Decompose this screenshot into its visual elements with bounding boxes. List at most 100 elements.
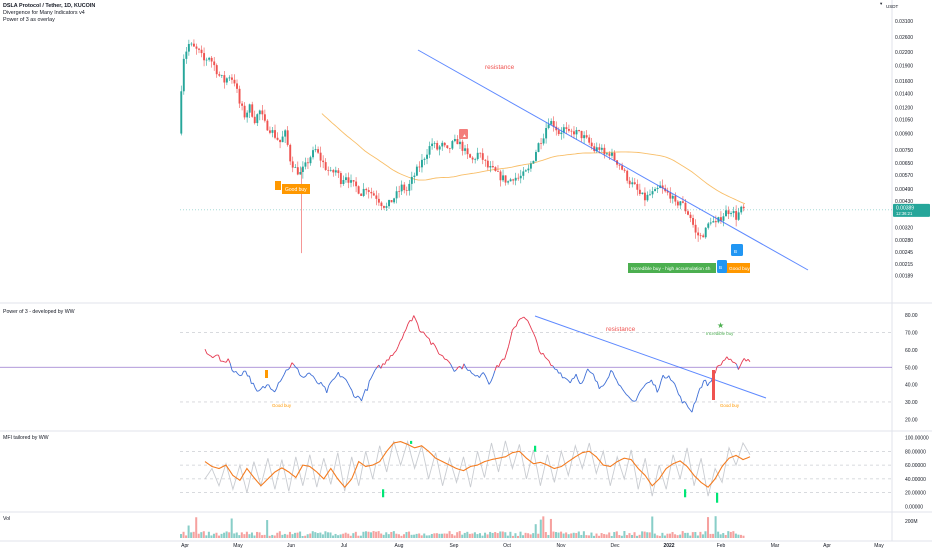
candle[interactable] bbox=[239, 86, 241, 108]
candle[interactable] bbox=[444, 142, 446, 147]
candle[interactable] bbox=[413, 173, 415, 184]
candle[interactable] bbox=[449, 148, 451, 153]
candle[interactable] bbox=[525, 169, 527, 172]
candle[interactable] bbox=[216, 63, 218, 77]
candle[interactable] bbox=[725, 205, 727, 216]
candle[interactable] bbox=[626, 170, 628, 184]
candle[interactable] bbox=[646, 191, 648, 201]
candle[interactable] bbox=[365, 188, 367, 195]
candle[interactable] bbox=[687, 209, 689, 215]
candle[interactable] bbox=[593, 143, 595, 153]
candle[interactable] bbox=[201, 45, 203, 57]
candle[interactable] bbox=[337, 168, 339, 178]
candle[interactable] bbox=[459, 138, 461, 149]
candle[interactable] bbox=[538, 142, 540, 152]
candle[interactable] bbox=[353, 180, 355, 187]
candle[interactable] bbox=[302, 161, 304, 178]
candle[interactable] bbox=[228, 75, 230, 81]
candle[interactable] bbox=[707, 222, 709, 229]
candle[interactable] bbox=[358, 185, 360, 194]
candle[interactable] bbox=[507, 180, 509, 184]
candle[interactable] bbox=[251, 102, 253, 118]
candle[interactable] bbox=[431, 138, 433, 150]
candle[interactable] bbox=[662, 179, 664, 193]
candle[interactable] bbox=[692, 215, 694, 228]
candle[interactable] bbox=[380, 201, 382, 210]
candle[interactable] bbox=[368, 187, 370, 198]
good-buy-label-feb[interactable]: Good buy bbox=[726, 263, 750, 273]
candle[interactable] bbox=[705, 227, 707, 239]
candle[interactable] bbox=[317, 147, 319, 154]
candle[interactable] bbox=[560, 127, 562, 140]
candle[interactable] bbox=[467, 144, 469, 159]
candle[interactable] bbox=[728, 206, 730, 218]
candle[interactable] bbox=[411, 172, 413, 191]
candle[interactable] bbox=[231, 74, 233, 84]
candle[interactable] bbox=[403, 182, 405, 193]
candle[interactable] bbox=[322, 155, 324, 168]
candle[interactable] bbox=[639, 184, 641, 196]
candle[interactable] bbox=[578, 130, 580, 133]
candle[interactable] bbox=[213, 57, 215, 71]
candle[interactable] bbox=[723, 213, 725, 226]
candle[interactable] bbox=[492, 161, 494, 169]
candle[interactable] bbox=[289, 144, 291, 165]
candle[interactable] bbox=[510, 178, 512, 182]
candle[interactable] bbox=[261, 105, 263, 120]
candle[interactable] bbox=[505, 175, 507, 185]
candle[interactable] bbox=[315, 145, 317, 153]
candle[interactable] bbox=[299, 167, 301, 175]
candle[interactable] bbox=[292, 157, 294, 173]
candle[interactable] bbox=[236, 79, 238, 92]
candle[interactable] bbox=[254, 111, 256, 125]
candle[interactable] bbox=[581, 131, 583, 142]
candle[interactable] bbox=[629, 177, 631, 188]
candle[interactable] bbox=[244, 102, 246, 120]
candle[interactable] bbox=[196, 44, 198, 55]
candle[interactable] bbox=[332, 169, 334, 177]
candle[interactable] bbox=[441, 141, 443, 151]
candle[interactable] bbox=[735, 205, 737, 226]
candle[interactable] bbox=[472, 156, 474, 163]
candle[interactable] bbox=[601, 144, 603, 152]
candle[interactable] bbox=[535, 150, 537, 162]
candle[interactable] bbox=[335, 167, 337, 176]
candle[interactable] bbox=[396, 186, 398, 203]
candle[interactable] bbox=[391, 200, 393, 202]
mfi-secondary-line[interactable] bbox=[205, 441, 750, 496]
candle[interactable] bbox=[218, 72, 220, 77]
candle[interactable] bbox=[266, 119, 268, 131]
candle[interactable] bbox=[439, 145, 441, 155]
good-buy-label-may[interactable]: Good buy bbox=[275, 181, 310, 194]
candle[interactable] bbox=[553, 116, 555, 131]
candle[interactable] bbox=[188, 40, 190, 56]
moving-average-line[interactable] bbox=[322, 114, 745, 204]
candle[interactable] bbox=[545, 122, 547, 143]
candle[interactable] bbox=[603, 144, 605, 158]
candle[interactable] bbox=[500, 170, 502, 187]
candle[interactable] bbox=[502, 169, 504, 182]
candle[interactable] bbox=[279, 140, 281, 148]
candle[interactable] bbox=[641, 192, 643, 194]
candle[interactable] bbox=[474, 158, 476, 164]
candle[interactable] bbox=[654, 187, 656, 191]
candle[interactable] bbox=[198, 48, 200, 53]
candle[interactable] bbox=[482, 148, 484, 164]
candle[interactable] bbox=[621, 163, 623, 171]
candle[interactable] bbox=[616, 160, 618, 168]
candle[interactable] bbox=[743, 204, 745, 211]
candle[interactable] bbox=[527, 165, 529, 174]
candle[interactable] bbox=[429, 142, 431, 159]
candle[interactable] bbox=[360, 193, 362, 196]
candle[interactable] bbox=[634, 178, 636, 185]
candle[interactable] bbox=[636, 180, 638, 196]
candle[interactable] bbox=[672, 194, 674, 204]
candle[interactable] bbox=[700, 233, 702, 240]
candle[interactable] bbox=[208, 57, 210, 62]
candle[interactable] bbox=[679, 201, 681, 209]
candle[interactable] bbox=[378, 193, 380, 206]
candle[interactable] bbox=[203, 47, 205, 66]
candle[interactable] bbox=[436, 141, 438, 151]
candle[interactable] bbox=[355, 177, 357, 192]
